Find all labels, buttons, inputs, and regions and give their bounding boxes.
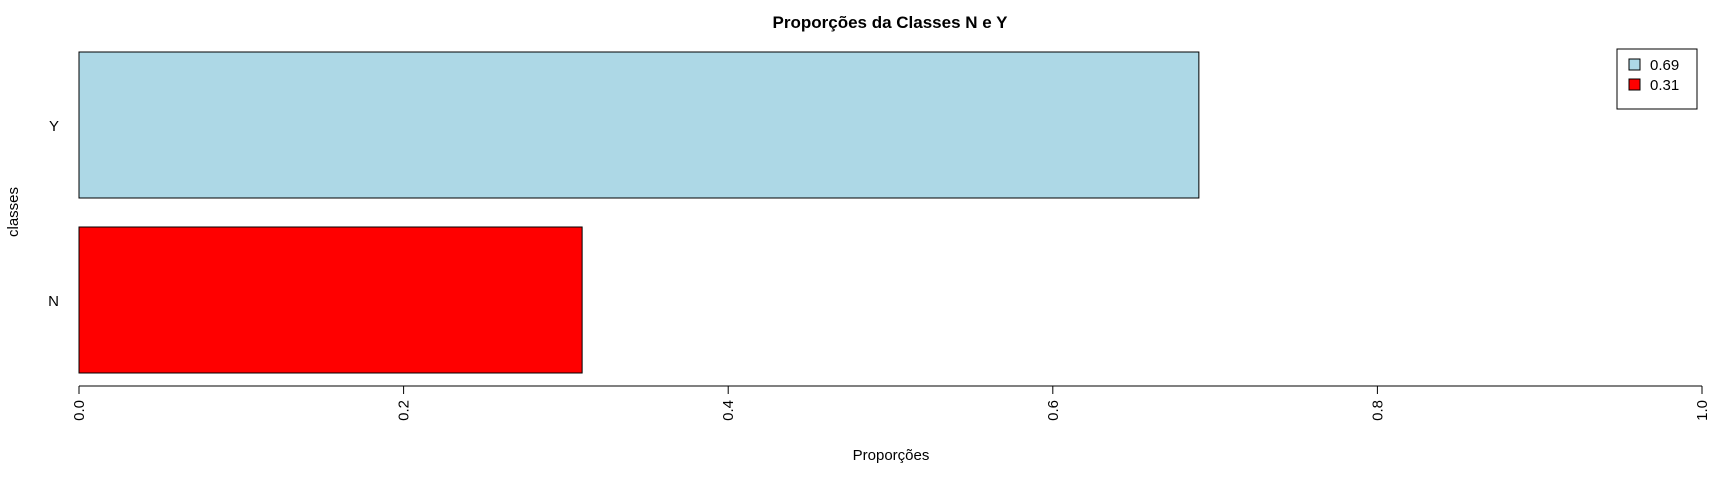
chart-title: Proporções da Classes N e Y [773, 13, 1009, 32]
category-label-Y: Y [49, 118, 59, 135]
x-tick-label: 0.2 [396, 400, 413, 421]
bar-Y [78, 51, 1200, 199]
y-axis-title: classes [5, 187, 22, 237]
x-tick-label: 0.6 [1045, 400, 1062, 421]
legend-box [1616, 48, 1698, 110]
bars: NY [48, 51, 1200, 374]
legend-swatch [1628, 58, 1641, 71]
x-tick-label: 0.4 [720, 400, 737, 421]
category-label-N: N [48, 293, 59, 310]
x-tick-label: 0.8 [1369, 400, 1386, 421]
legend: 0.69 0.31 [1616, 48, 1698, 110]
legend-swatch [1628, 78, 1641, 91]
x-tick-label: 0.0 [71, 400, 88, 421]
legend-label: 0.31 [1650, 77, 1679, 94]
x-tick-label: 1.0 [1694, 400, 1711, 421]
x-axis: 0.0 0.2 0.4 0.6 0.8 1.0 [71, 385, 1711, 421]
x-axis-title: Proporções [853, 447, 930, 464]
bar-N [78, 226, 583, 374]
legend-label: 0.69 [1650, 57, 1679, 74]
